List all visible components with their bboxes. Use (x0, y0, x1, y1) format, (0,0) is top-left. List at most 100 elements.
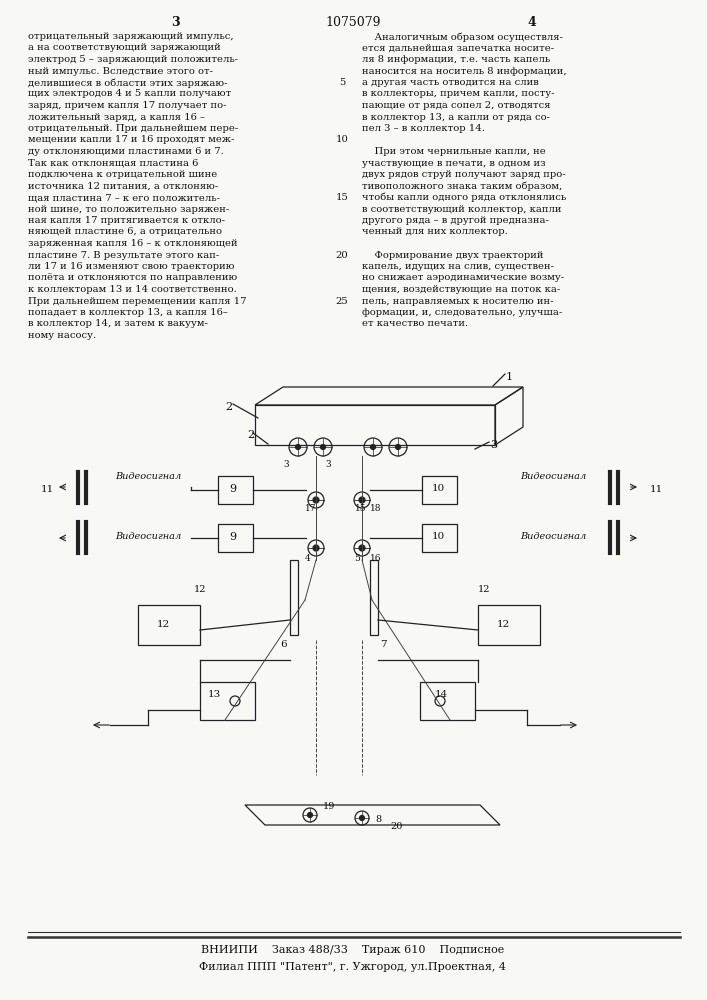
Text: ли 17 и 16 изменяют свою траекторию: ли 17 и 16 изменяют свою траекторию (28, 262, 235, 271)
Bar (478, 605, 540, 645)
Text: 20: 20 (336, 250, 349, 259)
Text: 9: 9 (229, 484, 236, 494)
Text: 3: 3 (325, 460, 331, 469)
Text: Видеосигнал: Видеосигнал (520, 472, 586, 481)
Text: пель, направляемых к носителю ин-: пель, направляемых к носителю ин- (362, 296, 554, 306)
Circle shape (359, 816, 365, 820)
Text: тивоположного знака таким образом,: тивоположного знака таким образом, (362, 182, 562, 191)
Text: ченный для них коллектор.: ченный для них коллектор. (362, 228, 508, 236)
Circle shape (313, 497, 319, 503)
Bar (420, 682, 475, 720)
Text: 1: 1 (506, 372, 513, 382)
Circle shape (395, 444, 400, 450)
Circle shape (320, 444, 325, 450)
Text: Филиал ППП "Патент", г. Ужгород, ул.Проектная, 4: Филиал ППП "Патент", г. Ужгород, ул.Прое… (199, 962, 506, 972)
Text: 4: 4 (305, 554, 311, 563)
Text: капель, идущих на слив, существен-: капель, идущих на слив, существен- (362, 262, 554, 271)
Text: отрицательный заряжающий импульс,: отрицательный заряжающий импульс, (28, 32, 233, 41)
Text: электрод 5 – заряжающий положитель-: электрод 5 – заряжающий положитель- (28, 55, 238, 64)
Text: 6: 6 (280, 640, 286, 649)
Text: 2: 2 (225, 402, 232, 412)
Text: 3: 3 (283, 460, 288, 469)
Text: ная капля 17 притягивается к откло-: ная капля 17 притягивается к откло- (28, 216, 225, 225)
Text: ной шине, то положительно заряжен-: ной шине, то положительно заряжен- (28, 205, 229, 214)
Circle shape (296, 444, 300, 450)
Text: заряд, причем капля 17 получает по-: заряд, причем капля 17 получает по- (28, 101, 226, 110)
Text: 15: 15 (336, 193, 349, 202)
Bar (255, 405, 495, 445)
Text: а на соответствующий заряжающий: а на соответствующий заряжающий (28, 43, 221, 52)
Circle shape (308, 812, 312, 818)
Text: отрицательный. При дальнейшем пере-: отрицательный. При дальнейшем пере- (28, 124, 238, 133)
Text: ет качество печати.: ет качество печати. (362, 320, 468, 328)
Bar (218, 476, 253, 504)
Text: При дальнейшем перемещении капля 17: При дальнейшем перемещении капля 17 (28, 296, 247, 306)
Text: 18: 18 (370, 504, 382, 513)
Text: пластине 7. В результате этого кап-: пластине 7. В результате этого кап- (28, 250, 219, 259)
Text: мещении капли 17 и 16 проходят меж-: мещении капли 17 и 16 проходят меж- (28, 135, 235, 144)
Text: 5: 5 (339, 78, 345, 87)
Circle shape (313, 545, 319, 551)
Text: источника 12 питания, а отклоняю-: источника 12 питания, а отклоняю- (28, 182, 218, 190)
Circle shape (359, 545, 365, 551)
Text: Видеосигнал: Видеосигнал (520, 532, 586, 541)
Text: в соответствующий коллектор, капли: в соответствующий коллектор, капли (362, 205, 561, 214)
Circle shape (359, 497, 365, 503)
Text: 5: 5 (354, 554, 360, 563)
Text: в коллектор 13, а капли от ряда со-: в коллектор 13, а капли от ряда со- (362, 112, 550, 121)
Text: Формирование двух траекторий: Формирование двух траекторий (362, 250, 544, 259)
Text: 7: 7 (380, 640, 387, 649)
Text: но снижает аэродинамические возму-: но снижает аэродинамические возму- (362, 273, 564, 282)
Text: ный импульс. Вследствие этого от-: ный импульс. Вследствие этого от- (28, 66, 213, 76)
Text: к коллекторам 13 и 14 соответственно.: к коллекторам 13 и 14 соответственно. (28, 285, 237, 294)
Text: другого ряда – в другой предназна-: другого ряда – в другой предназна- (362, 216, 549, 225)
Text: ля 8 информации, т.е. часть капель: ля 8 информации, т.е. часть капель (362, 55, 550, 64)
Bar (290, 560, 298, 635)
Text: Видеосигнал: Видеосигнал (115, 472, 181, 481)
Text: 11: 11 (650, 485, 663, 494)
Text: двух рядов струй получают заряд про-: двух рядов струй получают заряд про- (362, 170, 566, 179)
Bar (422, 524, 457, 552)
Text: щих электродов 4 и 5 капли получают: щих электродов 4 и 5 капли получают (28, 90, 231, 99)
Text: в коллектор 14, и затем к вакуум-: в коллектор 14, и затем к вакуум- (28, 320, 208, 328)
Text: 10: 10 (432, 484, 445, 493)
Text: 9: 9 (229, 532, 236, 542)
Text: Видеосигнал: Видеосигнал (115, 532, 181, 541)
Text: 17: 17 (305, 504, 317, 513)
Text: щения, воздействующие на поток ка-: щения, воздействующие на поток ка- (362, 285, 560, 294)
Text: а другая часть отводится на слив: а другая часть отводится на слив (362, 78, 539, 87)
Text: 3: 3 (170, 16, 180, 29)
Text: 11: 11 (40, 485, 54, 494)
Text: наносится на носитель 8 информации,: наносится на носитель 8 информации, (362, 66, 566, 76)
Text: 10: 10 (336, 135, 349, 144)
Circle shape (370, 444, 375, 450)
Text: заряженная капля 16 – к отклоняющей: заряженная капля 16 – к отклоняющей (28, 239, 238, 248)
Text: ется дальнейшая запечатка носите-: ется дальнейшая запечатка носите- (362, 43, 554, 52)
Text: в коллекторы, причем капли, посту-: в коллекторы, причем капли, посту- (362, 90, 554, 99)
Text: ВНИИПИ    Заказ 488/33    Тираж 610    Подписное: ВНИИПИ Заказ 488/33 Тираж 610 Подписное (201, 945, 505, 955)
Text: попадает в коллектор 13, а капля 16–: попадает в коллектор 13, а капля 16– (28, 308, 228, 317)
Bar (200, 682, 255, 720)
Bar (422, 476, 457, 504)
Text: щая пластина 7 – к его положитель-: щая пластина 7 – к его положитель- (28, 193, 220, 202)
Text: чтобы капли одного ряда отклонялись: чтобы капли одного ряда отклонялись (362, 193, 566, 202)
Text: пел 3 – в коллектор 14.: пел 3 – в коллектор 14. (362, 124, 485, 133)
Text: подключена к отрицательной шине: подключена к отрицательной шине (28, 170, 217, 179)
Text: 12: 12 (194, 585, 206, 594)
Text: участвующие в печати, в одном из: участвующие в печати, в одном из (362, 158, 546, 167)
Text: 1075079: 1075079 (325, 16, 381, 29)
Bar (138, 605, 200, 645)
Text: 4: 4 (527, 16, 537, 29)
Text: Так как отклонящая пластина 6: Так как отклонящая пластина 6 (28, 158, 199, 167)
Text: 10: 10 (432, 532, 445, 541)
Text: 12: 12 (157, 620, 170, 629)
Text: няющей пластине 6, а отрицательно: няющей пластине 6, а отрицательно (28, 228, 222, 236)
Text: полёта и отклоняются по направлению: полёта и отклоняются по направлению (28, 273, 238, 282)
Text: Аналогичным образом осуществля-: Аналогичным образом осуществля- (362, 32, 563, 41)
Text: формации, и, следовательно, улучша-: формации, и, следовательно, улучша- (362, 308, 562, 317)
Text: 12: 12 (478, 585, 491, 594)
Text: 12: 12 (497, 620, 510, 629)
Text: 3: 3 (490, 440, 497, 450)
Bar (218, 524, 253, 552)
Text: 16: 16 (370, 554, 382, 563)
